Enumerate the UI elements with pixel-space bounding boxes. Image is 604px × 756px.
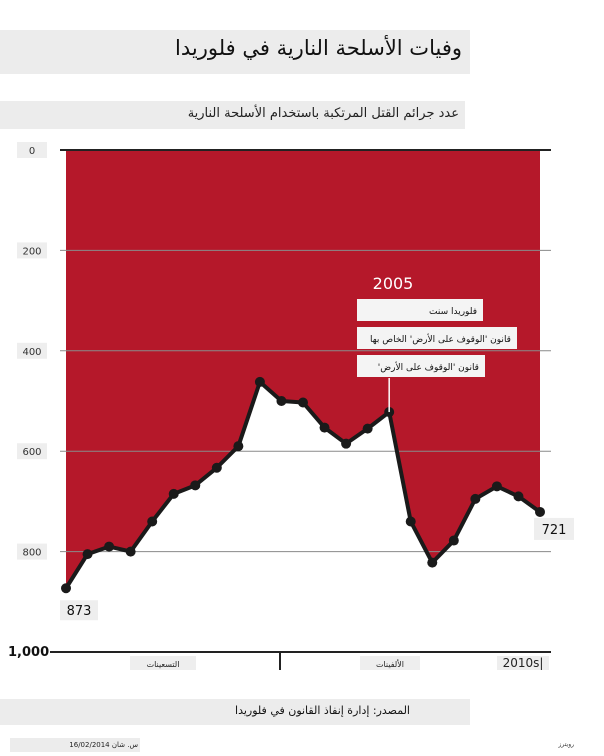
- chart-title: وفيات الأسلحة النارية في فلوريدا: [175, 36, 462, 60]
- annotation-line: قانون 'الوقوف على الأرض': [378, 361, 479, 373]
- annotation-year: 2005: [373, 274, 414, 293]
- y-tick-label: 800: [22, 548, 41, 559]
- data-point-1999: [254, 376, 265, 387]
- x-period-bg: [130, 656, 196, 670]
- subtitle-band: عدد جرائم القتل المرتكبة باستخدام الأسلح…: [0, 101, 465, 129]
- annotation-box: [357, 299, 483, 321]
- data-point-1990: [61, 583, 71, 594]
- y-tick-label: 0: [29, 146, 35, 157]
- y-tick-bg: [17, 142, 47, 158]
- y-tick-label: 400: [22, 347, 41, 358]
- y-tick-label: 1,000: [8, 645, 49, 660]
- data-point-2003: [341, 438, 352, 449]
- credit-note: س. شان 16/02/2014: [10, 738, 140, 752]
- data-point-2011: [513, 491, 524, 502]
- data-point-1994: [147, 516, 158, 527]
- data-point-2008: [448, 535, 459, 546]
- chart-subtitle: عدد جرائم القتل المرتكبة باستخدام الأسلح…: [187, 106, 459, 121]
- y-tick-bg: [17, 443, 47, 460]
- x-period-label: 2010s|: [503, 656, 544, 670]
- first-value-bg: [60, 600, 98, 621]
- annotation-line: فلوريدا سنت: [429, 307, 477, 317]
- area-fill: [66, 150, 540, 589]
- data-point-2007: [427, 557, 438, 568]
- data-point-1993: [125, 546, 136, 557]
- source-note: المصدر: إدارة إنفاذ القانون في فلوريدا: [235, 704, 410, 717]
- y-tick-bg: [17, 543, 47, 560]
- x-period-bg: [497, 656, 549, 670]
- data-point-2001: [298, 397, 308, 408]
- y-tick-bg: [17, 342, 47, 359]
- data-point-2009: [470, 493, 481, 504]
- data-point-1997: [211, 462, 222, 473]
- data-point-2000: [276, 396, 287, 406]
- data-point-2004: [362, 423, 373, 434]
- title-band: وفيات الأسلحة النارية في فلوريدا: [0, 30, 470, 74]
- annotation-box: [357, 327, 517, 349]
- y-tick-label: 200: [22, 246, 41, 257]
- annotation-box: [357, 355, 485, 377]
- data-point-2002: [319, 422, 330, 433]
- data-point-2006: [405, 516, 416, 527]
- y-tick-bg: [17, 242, 47, 259]
- annotation-line: قانون 'الوقوف على الأرض' الخاص بها: [370, 333, 511, 345]
- data-point-1996: [190, 480, 201, 491]
- data-point-1991: [82, 549, 93, 560]
- data-point-1995: [168, 488, 179, 499]
- data-point-1998: [233, 441, 244, 452]
- data-point-2010: [491, 481, 502, 492]
- credit-logo-text: رويترز: [558, 741, 574, 748]
- last-value-label: 721: [542, 523, 567, 538]
- y-tick-label: 600: [22, 447, 41, 458]
- last-value-bg: [534, 517, 574, 540]
- source-band: المصدر: إدارة إنفاذ القانون في فلوريدا: [0, 699, 470, 725]
- data-point-1992: [104, 541, 115, 552]
- x-period-bg: [360, 656, 420, 670]
- x-period-label: الألفينات: [376, 659, 404, 669]
- x-period-label: التسعينات: [147, 660, 180, 669]
- data-point-2012: [535, 506, 545, 517]
- first-value-label: 873: [67, 604, 92, 619]
